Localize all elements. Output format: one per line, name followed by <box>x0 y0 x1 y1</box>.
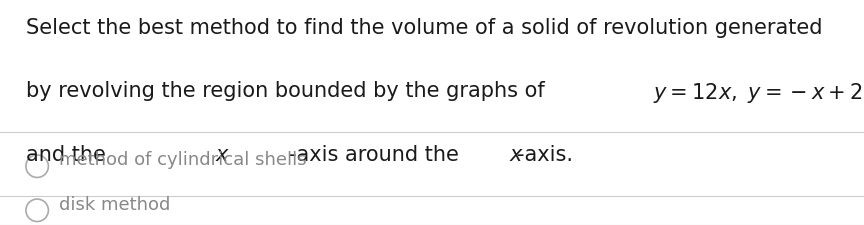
Text: disk method: disk method <box>59 195 170 213</box>
Text: Select the best method to find the volume of a solid of revolution generated: Select the best method to find the volum… <box>26 18 823 38</box>
Text: and the: and the <box>26 144 112 164</box>
Text: $x$: $x$ <box>214 144 230 164</box>
Text: -axis.: -axis. <box>518 144 574 164</box>
Text: method of cylindrical shells: method of cylindrical shells <box>59 151 307 169</box>
Text: $x$: $x$ <box>509 144 524 164</box>
Text: -axis around the: -axis around the <box>289 144 466 164</box>
Text: by revolving the region bounded by the graphs of: by revolving the region bounded by the g… <box>26 81 551 101</box>
Text: $y = 12x,\ y = -x + 2,$: $y = 12x,\ y = -x + 2,$ <box>653 81 864 105</box>
